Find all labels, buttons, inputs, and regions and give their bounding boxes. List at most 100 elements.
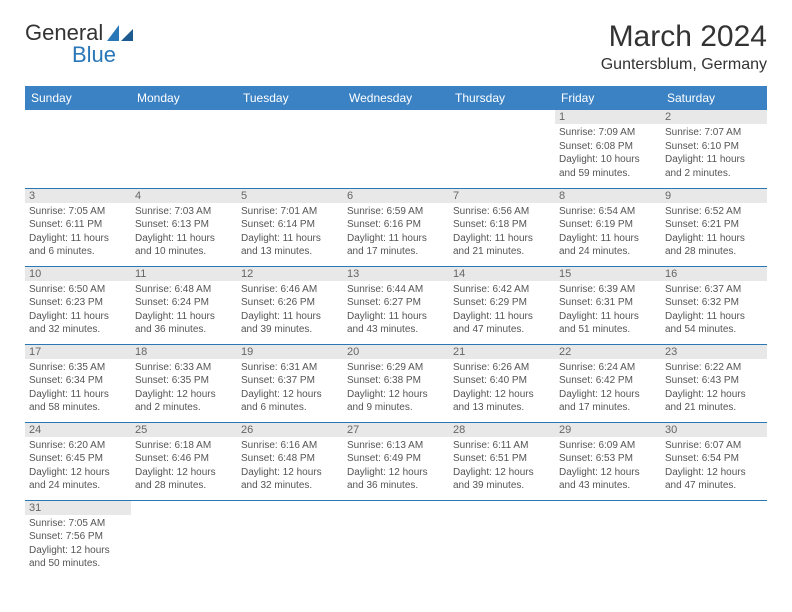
header: General Blue March 2024 Guntersblum, Ger… [25,20,767,74]
day-number: 26 [237,423,343,437]
day-details: Sunrise: 6:16 AMSunset: 6:48 PMDaylight:… [241,439,339,493]
calendar-day-cell: 21 Sunrise: 6:26 AMSunset: 6:40 PMDayligh… [449,344,555,422]
calendar-day-cell: 30 Sunrise: 6:07 AMSunset: 6:54 PMDayligh… [661,422,767,500]
calendar-day-cell: 19Sunrise: 6:31 AMSunset: 6:37 PMDayligh… [237,344,343,422]
calendar-day-cell: 14Sunrise: 6:42 AMSunset: 6:29 PMDayligh… [449,266,555,344]
calendar-day-cell: 23Sunrise: 6:22 AMSunset: 6:43 PMDayligh… [661,344,767,422]
calendar-day-cell: 16 Sunrise: 6:37 AMSunset: 6:32 PMDayligh… [661,266,767,344]
calendar-day-cell: 28 Sunrise: 6:11 AMSunset: 6:51 PMDayligh… [449,422,555,500]
day-number: 24 [25,423,131,437]
calendar-day-cell [449,110,555,188]
day-details: Sunrise: 6:50 AMSunset: 6:23 PMDaylight:… [29,283,127,337]
weekday-header: Saturday [661,86,767,110]
day-details: Sunrise: 6:33 AMSunset: 6:35 PMDaylight:… [135,361,233,415]
day-details: Sunrise: 6:56 AMSunset: 6:18 PMDaylight:… [453,205,551,259]
day-number: 16 [661,267,767,281]
weekday-header: Monday [131,86,237,110]
day-number: 4 [131,189,237,203]
day-details: Sunrise: 6:29 AMSunset: 6:38 PMDaylight:… [347,361,445,415]
day-number: 5 [237,189,343,203]
day-number: 25 [131,423,237,437]
day-details: Sunrise: 7:05 AMSunset: 7:56 PMDaylight:… [29,517,127,571]
day-details: Sunrise: 6:44 AMSunset: 6:27 PMDaylight:… [347,283,445,337]
calendar-day-cell [661,500,767,578]
calendar-day-cell: 8Sunrise: 6:54 AMSunset: 6:19 PMDaylight… [555,188,661,266]
calendar-day-cell [449,500,555,578]
calendar-day-cell [131,500,237,578]
day-details: Sunrise: 6:48 AMSunset: 6:24 PMDaylight:… [135,283,233,337]
calendar-week-row: 1Sunrise: 7:09 AMSunset: 6:08 PMDaylight… [25,110,767,188]
calendar-day-cell: 15Sunrise: 6:39 AMSunset: 6:31 PMDayligh… [555,266,661,344]
title-block: March 2024 Guntersblum, Germany [601,20,767,74]
calendar-day-cell: 27 Sunrise: 6:13 AMSunset: 6:49 PMDayligh… [343,422,449,500]
day-number: 15 [555,267,661,281]
day-details: Sunrise: 6:42 AMSunset: 6:29 PMDaylight:… [453,283,551,337]
calendar-day-cell: 7 Sunrise: 6:56 AMSunset: 6:18 PMDaylight… [449,188,555,266]
calendar-day-cell: 1Sunrise: 7:09 AMSunset: 6:08 PMDaylight… [555,110,661,188]
location-label: Guntersblum, Germany [601,56,767,74]
day-details: Sunrise: 6:11 AMSunset: 6:51 PMDaylight:… [453,439,551,493]
calendar-day-cell: 20Sunrise: 6:29 AMSunset: 6:38 PMDayligh… [343,344,449,422]
day-number: 12 [237,267,343,281]
day-number: 13 [343,267,449,281]
weekday-header: Thursday [449,86,555,110]
day-number: 18 [131,345,237,359]
calendar-day-cell: 11 Sunrise: 6:48 AMSunset: 6:24 PMDayligh… [131,266,237,344]
day-number: 6 [343,189,449,203]
calendar-week-row: 3 Sunrise: 7:05 AMSunset: 6:11 PMDaylight… [25,188,767,266]
calendar-day-cell [555,500,661,578]
calendar-week-row: 17Sunrise: 6:35 AMSunset: 6:34 PMDayligh… [25,344,767,422]
day-details: Sunrise: 6:09 AMSunset: 6:53 PMDaylight:… [559,439,657,493]
day-number: 31 [25,501,131,515]
day-details: Sunrise: 6:20 AMSunset: 6:45 PMDaylight:… [29,439,127,493]
calendar-day-cell: 29Sunrise: 6:09 AMSunset: 6:53 PMDayligh… [555,422,661,500]
day-number: 21 [449,345,555,359]
day-number: 28 [449,423,555,437]
calendar-table: SundayMondayTuesdayWednesdayThursdayFrid… [25,86,767,578]
day-details: Sunrise: 7:07 AMSunset: 6:10 PMDaylight:… [665,126,763,180]
day-details: Sunrise: 6:35 AMSunset: 6:34 PMDaylight:… [29,361,127,415]
logo-text-blue: Blue [72,42,116,68]
day-details: Sunrise: 6:26 AMSunset: 6:40 PMDaylight:… [453,361,551,415]
day-number: 10 [25,267,131,281]
day-number: 9 [661,189,767,203]
calendar-week-row: 10 Sunrise: 6:50 AMSunset: 6:23 PMDayligh… [25,266,767,344]
month-title: March 2024 [601,20,767,54]
calendar-week-row: 31 Sunrise: 7:05 AMSunset: 7:56 PMDayligh… [25,500,767,578]
day-details: Sunrise: 6:54 AMSunset: 6:19 PMDaylight:… [559,205,657,259]
day-number: 7 [449,189,555,203]
calendar-day-cell: 22Sunrise: 6:24 AMSunset: 6:42 PMDayligh… [555,344,661,422]
calendar-day-cell: 10 Sunrise: 6:50 AMSunset: 6:23 PMDayligh… [25,266,131,344]
calendar-day-cell [25,110,131,188]
day-number: 19 [237,345,343,359]
calendar-day-cell: 26 Sunrise: 6:16 AMSunset: 6:48 PMDayligh… [237,422,343,500]
weekday-header: Tuesday [237,86,343,110]
weekday-header: Wednesday [343,86,449,110]
day-number: 27 [343,423,449,437]
day-number: 22 [555,345,661,359]
day-number: 2 [661,110,767,124]
calendar-day-cell: 4Sunrise: 7:03 AMSunset: 6:13 PMDaylight… [131,188,237,266]
day-details: Sunrise: 6:52 AMSunset: 6:21 PMDaylight:… [665,205,763,259]
calendar-day-cell: 31 Sunrise: 7:05 AMSunset: 7:56 PMDayligh… [25,500,131,578]
logo: General Blue [25,20,133,46]
calendar-body: 1Sunrise: 7:09 AMSunset: 6:08 PMDaylight… [25,110,767,578]
day-details: Sunrise: 7:05 AMSunset: 6:11 PMDaylight:… [29,205,127,259]
calendar-day-cell: 9 Sunrise: 6:52 AMSunset: 6:21 PMDaylight… [661,188,767,266]
day-details: Sunrise: 6:13 AMSunset: 6:49 PMDaylight:… [347,439,445,493]
calendar-day-cell [237,110,343,188]
calendar-week-row: 24 Sunrise: 6:20 AMSunset: 6:45 PMDayligh… [25,422,767,500]
day-details: Sunrise: 6:37 AMSunset: 6:32 PMDaylight:… [665,283,763,337]
calendar-header-row: SundayMondayTuesdayWednesdayThursdayFrid… [25,86,767,110]
day-number: 11 [131,267,237,281]
calendar-day-cell: 3 Sunrise: 7:05 AMSunset: 6:11 PMDaylight… [25,188,131,266]
day-number: 30 [661,423,767,437]
day-number: 23 [661,345,767,359]
day-details: Sunrise: 6:59 AMSunset: 6:16 PMDaylight:… [347,205,445,259]
day-details: Sunrise: 6:07 AMSunset: 6:54 PMDaylight:… [665,439,763,493]
day-number: 3 [25,189,131,203]
calendar-day-cell [343,500,449,578]
weekday-header: Friday [555,86,661,110]
calendar-day-cell [131,110,237,188]
calendar-day-cell: 12Sunrise: 6:46 AMSunset: 6:26 PMDayligh… [237,266,343,344]
